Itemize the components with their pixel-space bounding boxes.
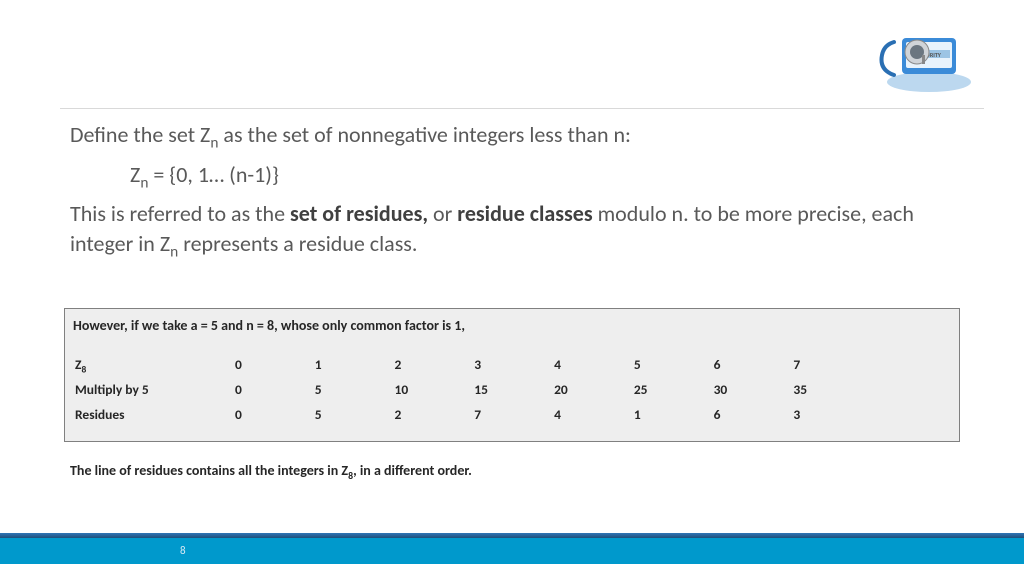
divider xyxy=(60,108,984,109)
slide: SECURITY Define the set Zn as the set of… xyxy=(0,0,1024,576)
table-caption: The line of residues contains all the in… xyxy=(70,462,472,479)
row-header-z8: Z8 xyxy=(73,352,233,377)
table-row: Multiply by 5 0 5 10 15 20 25 30 35 xyxy=(73,377,951,402)
definition-formula: Zn = {0, 1… (n-1)} xyxy=(130,160,960,190)
row-header-multiply: Multiply by 5 xyxy=(73,377,233,402)
row-header-residues: Residues xyxy=(73,402,233,427)
body-text: Define the set Zn as the set of nonnegat… xyxy=(70,120,960,269)
residue-table: Z8 0 1 2 3 4 5 6 7 Multiply by 5 0 5 10 … xyxy=(73,352,951,427)
security-laptop-logo: SECURITY xyxy=(874,20,984,95)
table-row: Residues 0 5 2 7 4 1 6 3 xyxy=(73,402,951,427)
definition-line-2: This is referred to as the set of residu… xyxy=(70,199,960,258)
page-number: 8 xyxy=(180,544,186,557)
table-row: Z8 0 1 2 3 4 5 6 7 xyxy=(73,352,951,377)
residue-table-box: However, if we take a = 5 and n = 8, who… xyxy=(64,308,960,442)
table-title: However, if we take a = 5 and n = 8, who… xyxy=(73,317,951,334)
footer-strip: 8 xyxy=(0,538,1024,564)
definition-line-1: Define the set Zn as the set of nonnegat… xyxy=(70,120,960,150)
